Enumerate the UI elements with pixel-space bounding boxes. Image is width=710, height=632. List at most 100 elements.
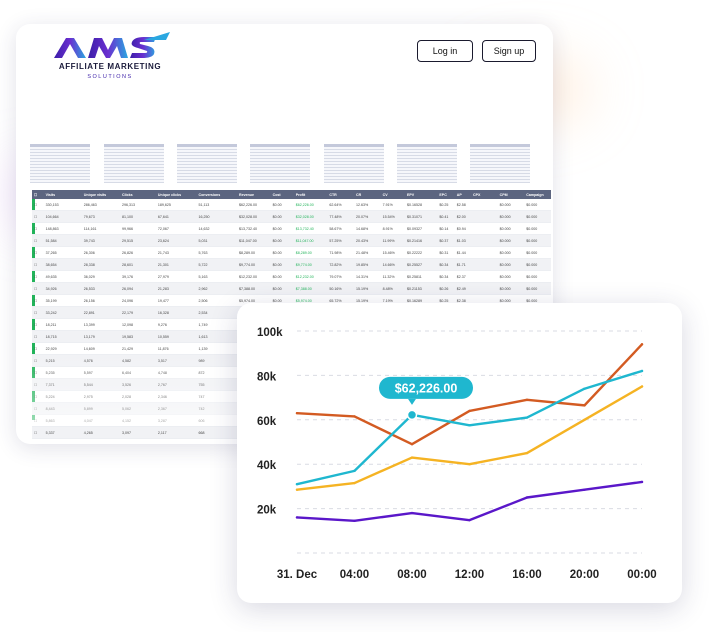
table-cell: 1,139 bbox=[196, 342, 238, 355]
column-header[interactable]: AP bbox=[454, 190, 471, 199]
row-checkbox[interactable]: ☐ bbox=[32, 270, 44, 283]
row-checkbox[interactable]: ☐ bbox=[32, 342, 44, 355]
table-cell: $0.000 bbox=[524, 270, 551, 283]
table-cell: 15.46% bbox=[380, 246, 405, 259]
row-checkbox[interactable]: ☐ bbox=[32, 222, 44, 235]
column-header[interactable]: CPM bbox=[497, 190, 525, 199]
series-point bbox=[640, 480, 644, 484]
table-row[interactable]: ☐ 34,926 26,533 26,094 21,283 2,962 $7,388.00 $… bbox=[32, 282, 551, 295]
table-cell: $11,047.00 bbox=[237, 234, 271, 247]
table-cell: 8.91% bbox=[380, 222, 405, 235]
login-button[interactable]: Log in bbox=[417, 40, 473, 62]
table-cell: $13,732.40 bbox=[293, 222, 328, 235]
row-checkbox[interactable]: ☐ bbox=[32, 306, 44, 319]
table-cell: 51,113 bbox=[196, 199, 238, 211]
column-header[interactable]: Unique visits bbox=[81, 190, 121, 199]
column-header[interactable]: Profit bbox=[293, 190, 328, 199]
table-cell: 29,515 bbox=[120, 234, 156, 247]
table-cell bbox=[471, 270, 498, 283]
series-point bbox=[583, 404, 586, 407]
series-point bbox=[640, 343, 644, 346]
table-row[interactable]: ☐ 38,654 28,338 28,601 21,301 5,722 $9,774.00 $… bbox=[32, 258, 551, 271]
column-header[interactable]: EPC bbox=[437, 190, 455, 199]
table-cell: 79.07% bbox=[327, 270, 354, 283]
table-cell: $2.00 bbox=[454, 210, 471, 223]
row-checkbox[interactable]: ☐ bbox=[32, 258, 44, 271]
table-cell bbox=[471, 199, 498, 211]
series-point bbox=[353, 469, 356, 473]
table-cell: 58.67% bbox=[327, 222, 354, 235]
table-cell: $0.31071 bbox=[404, 210, 438, 223]
table-row[interactable]: ☐ 49,635 36,029 39,176 27,979 5,163 $12,232.00… bbox=[32, 270, 551, 283]
row-checkbox[interactable]: ☐ bbox=[32, 234, 44, 247]
column-header[interactable]: Cost bbox=[270, 190, 294, 199]
report-thumbnail-5[interactable] bbox=[324, 144, 384, 183]
table-cell: 19,583 bbox=[120, 330, 156, 343]
column-header[interactable]: CR bbox=[354, 190, 381, 199]
column-header[interactable]: EPV bbox=[404, 190, 438, 199]
table-cell: $32,028.00 bbox=[293, 210, 328, 223]
column-header[interactable]: CV bbox=[380, 190, 405, 199]
table-cell: $0.000 bbox=[524, 222, 551, 235]
row-checkbox[interactable]: ☐ bbox=[32, 210, 44, 223]
column-header[interactable]: Conversions bbox=[196, 190, 238, 199]
table-cell: $0.000 bbox=[497, 199, 525, 211]
table-cell: 12.63% bbox=[354, 199, 381, 211]
table-cell: 50.16% bbox=[327, 282, 354, 295]
table-cell: $2.58 bbox=[454, 199, 471, 211]
table-cell: 2,117 bbox=[155, 426, 197, 439]
table-cell: 189,625 bbox=[155, 199, 197, 211]
report-thumbnail-2[interactable] bbox=[104, 144, 164, 183]
row-checkbox[interactable]: ☐ bbox=[32, 318, 44, 331]
table-row[interactable]: ☐ 148,863 114,161 99,966 72,067 14,632 $13,732… bbox=[32, 222, 551, 235]
brand-tagline: AFFILIATE MARKETING bbox=[59, 62, 161, 71]
table-row[interactable]: ☐ 37,265 26,306 26,826 21,743 5,763 $8,289.00 $… bbox=[32, 246, 551, 259]
row-checkbox[interactable]: ☐ bbox=[32, 246, 44, 259]
table-row[interactable]: ☐ 104,664 79,673 81,100 67,641 16,250 $32,028.… bbox=[32, 210, 551, 223]
signup-button[interactable]: Sign up bbox=[482, 40, 536, 62]
column-header[interactable]: CPX bbox=[471, 190, 498, 199]
column-header[interactable]: Clicks bbox=[120, 190, 156, 199]
table-cell: 8.48% bbox=[380, 282, 405, 295]
table-cell: 21,283 bbox=[155, 282, 197, 295]
table-row[interactable]: ☐ 330,153 286,463 296,313 189,625 51,113 $62,2… bbox=[32, 199, 551, 211]
select-all-checkbox[interactable]: ☐ bbox=[32, 190, 44, 199]
table-cell: 11.32% bbox=[380, 270, 405, 283]
table-cell: 77.48% bbox=[327, 210, 354, 223]
row-checkbox[interactable]: ☐ bbox=[32, 282, 44, 295]
row-checkbox[interactable]: ☐ bbox=[32, 294, 44, 307]
table-row[interactable]: ☐ 51,584 39,743 29,515 23,624 5,031 $11,047.00… bbox=[32, 234, 551, 247]
report-thumbnail-6[interactable] bbox=[397, 144, 457, 183]
table-cell: 18,211 bbox=[43, 318, 82, 331]
table-cell: $0.000 bbox=[497, 246, 525, 259]
series-point bbox=[468, 518, 471, 522]
series-point bbox=[410, 443, 414, 446]
report-thumbnail-1[interactable] bbox=[30, 144, 90, 183]
table-cell: $0.22222 bbox=[404, 246, 438, 259]
column-header[interactable]: Unique clicks bbox=[155, 190, 197, 199]
table-cell: $0.21153 bbox=[404, 282, 438, 295]
table-cell: 26,156 bbox=[81, 294, 121, 307]
series-point bbox=[353, 519, 356, 523]
column-header[interactable]: Revenue bbox=[237, 190, 271, 199]
column-header[interactable]: CTR bbox=[327, 190, 354, 199]
row-checkbox[interactable]: ☐ bbox=[32, 199, 44, 211]
table-cell: 49,635 bbox=[43, 270, 82, 283]
table-cell: 21,301 bbox=[155, 258, 197, 271]
row-checkbox[interactable]: ☐ bbox=[32, 426, 44, 439]
row-checkbox[interactable]: ☐ bbox=[32, 330, 44, 343]
column-header[interactable]: Visits bbox=[43, 190, 82, 199]
table-cell: 16,328 bbox=[155, 306, 197, 319]
table-cell: $0.31 bbox=[437, 246, 455, 259]
report-thumbnail-7[interactable] bbox=[470, 144, 530, 183]
report-thumbnail-4[interactable] bbox=[250, 144, 310, 183]
report-thumbnail-3[interactable] bbox=[177, 144, 237, 183]
x-tick-label: 31. Dec bbox=[277, 569, 318, 581]
table-cell: $0.94 bbox=[454, 222, 471, 235]
table-cell: $0.09327 bbox=[404, 222, 438, 235]
table-cell: $0.000 bbox=[524, 246, 551, 259]
table-row[interactable]: ☐ 35,199 26,156 24,096 19,477 2,506 $5,974.00 $… bbox=[32, 294, 551, 307]
table-cell: 16,250 bbox=[196, 210, 238, 223]
table-cell: 15.19% bbox=[354, 282, 381, 295]
column-header[interactable]: Campaign bbox=[524, 190, 551, 199]
